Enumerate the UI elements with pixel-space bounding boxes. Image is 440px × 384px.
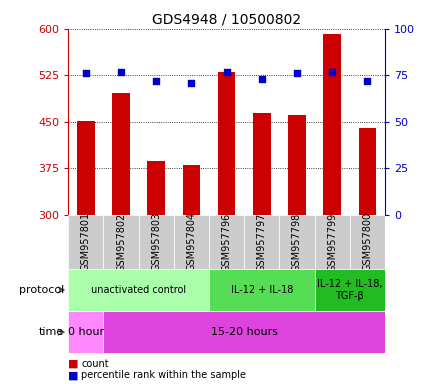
- Point: [258, 76, 265, 82]
- Text: GSM957803: GSM957803: [151, 212, 161, 271]
- Bar: [209, 269, 315, 311]
- Text: protocol: protocol: [18, 285, 64, 295]
- Bar: [315, 215, 350, 269]
- Text: GSM957797: GSM957797: [257, 212, 267, 271]
- Bar: [103, 215, 139, 269]
- Text: GSM957798: GSM957798: [292, 212, 302, 271]
- Bar: [253, 113, 271, 215]
- Bar: [68, 311, 103, 353]
- Text: time: time: [39, 327, 64, 337]
- Point: [188, 80, 195, 86]
- Point: [364, 78, 371, 84]
- Bar: [112, 93, 130, 215]
- Text: 0 hour: 0 hour: [68, 327, 104, 337]
- Text: GSM957800: GSM957800: [363, 212, 372, 271]
- Text: IL-12 + IL-18,
TGF-β: IL-12 + IL-18, TGF-β: [317, 279, 382, 301]
- Point: [82, 70, 89, 76]
- Bar: [315, 269, 385, 311]
- Bar: [350, 215, 385, 269]
- Bar: [183, 165, 200, 215]
- Text: unactivated control: unactivated control: [91, 285, 186, 295]
- Text: GSM957801: GSM957801: [81, 212, 91, 271]
- Bar: [68, 269, 209, 311]
- Text: GSM957804: GSM957804: [187, 212, 196, 271]
- Bar: [288, 115, 306, 215]
- Bar: [323, 34, 341, 215]
- Text: GSM957796: GSM957796: [222, 212, 231, 271]
- Bar: [209, 215, 244, 269]
- Point: [329, 69, 336, 75]
- Text: count: count: [81, 359, 109, 369]
- Bar: [174, 215, 209, 269]
- Text: IL-12 + IL-18: IL-12 + IL-18: [231, 285, 293, 295]
- Bar: [103, 311, 385, 353]
- Bar: [218, 72, 235, 215]
- Bar: [77, 121, 95, 215]
- Bar: [139, 215, 174, 269]
- Title: GDS4948 / 10500802: GDS4948 / 10500802: [152, 12, 301, 26]
- Bar: [68, 215, 103, 269]
- Bar: [244, 215, 279, 269]
- Point: [117, 69, 125, 75]
- Text: percentile rank within the sample: percentile rank within the sample: [81, 370, 246, 380]
- Point: [223, 69, 230, 75]
- Text: 15-20 hours: 15-20 hours: [211, 327, 278, 337]
- Text: GSM957799: GSM957799: [327, 212, 337, 271]
- Bar: [279, 215, 315, 269]
- Bar: [147, 161, 165, 215]
- Text: ■: ■: [68, 359, 79, 369]
- Bar: [359, 128, 376, 215]
- Point: [153, 78, 160, 84]
- Text: GSM957802: GSM957802: [116, 212, 126, 271]
- Text: ■: ■: [68, 370, 79, 380]
- Point: [293, 70, 301, 76]
